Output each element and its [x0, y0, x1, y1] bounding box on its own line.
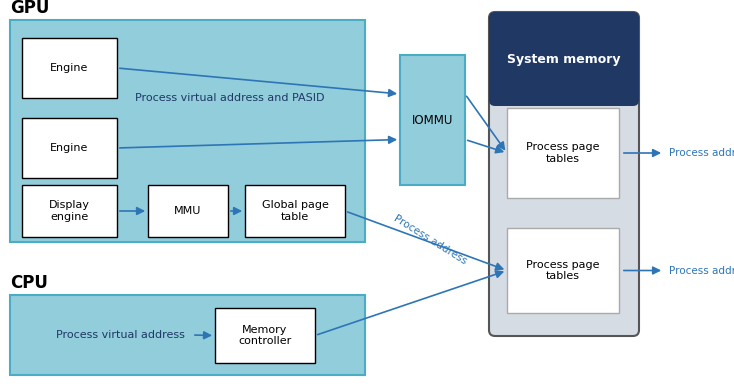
Text: Process address: Process address	[669, 265, 734, 275]
Bar	[10, 295, 365, 375]
Bar	[245, 185, 345, 237]
Text: Process page
tables: Process page tables	[526, 260, 600, 281]
Text: Process address: Process address	[392, 213, 468, 267]
Bar	[507, 108, 619, 198]
Bar	[400, 55, 465, 185]
Bar	[10, 20, 365, 242]
Bar	[22, 38, 117, 98]
Bar	[507, 228, 619, 313]
Bar	[215, 308, 315, 363]
Text: MMU: MMU	[174, 206, 202, 216]
Text: Process virtual address and PASID: Process virtual address and PASID	[135, 93, 324, 103]
Text: Memory
controller: Memory controller	[239, 325, 291, 346]
Bar	[498, 56, 630, 97]
Text: Engine: Engine	[51, 143, 89, 153]
Text: GPU: GPU	[10, 0, 49, 17]
Text: System memory: System memory	[507, 52, 621, 66]
Text: CPU: CPU	[10, 274, 48, 292]
Text: Engine: Engine	[51, 63, 89, 73]
Text: Process page
tables: Process page tables	[526, 142, 600, 164]
Text: Process address: Process address	[669, 148, 734, 158]
Text: Process virtual address: Process virtual address	[56, 330, 184, 340]
Text: Display
engine: Display engine	[49, 200, 90, 222]
FancyBboxPatch shape	[489, 12, 639, 336]
Bar	[148, 185, 228, 237]
Text: IOMMU: IOMMU	[412, 114, 453, 126]
Text: Global page
table: Global page table	[261, 200, 328, 222]
FancyBboxPatch shape	[489, 12, 639, 106]
Bar	[22, 118, 117, 178]
Bar	[22, 185, 117, 237]
